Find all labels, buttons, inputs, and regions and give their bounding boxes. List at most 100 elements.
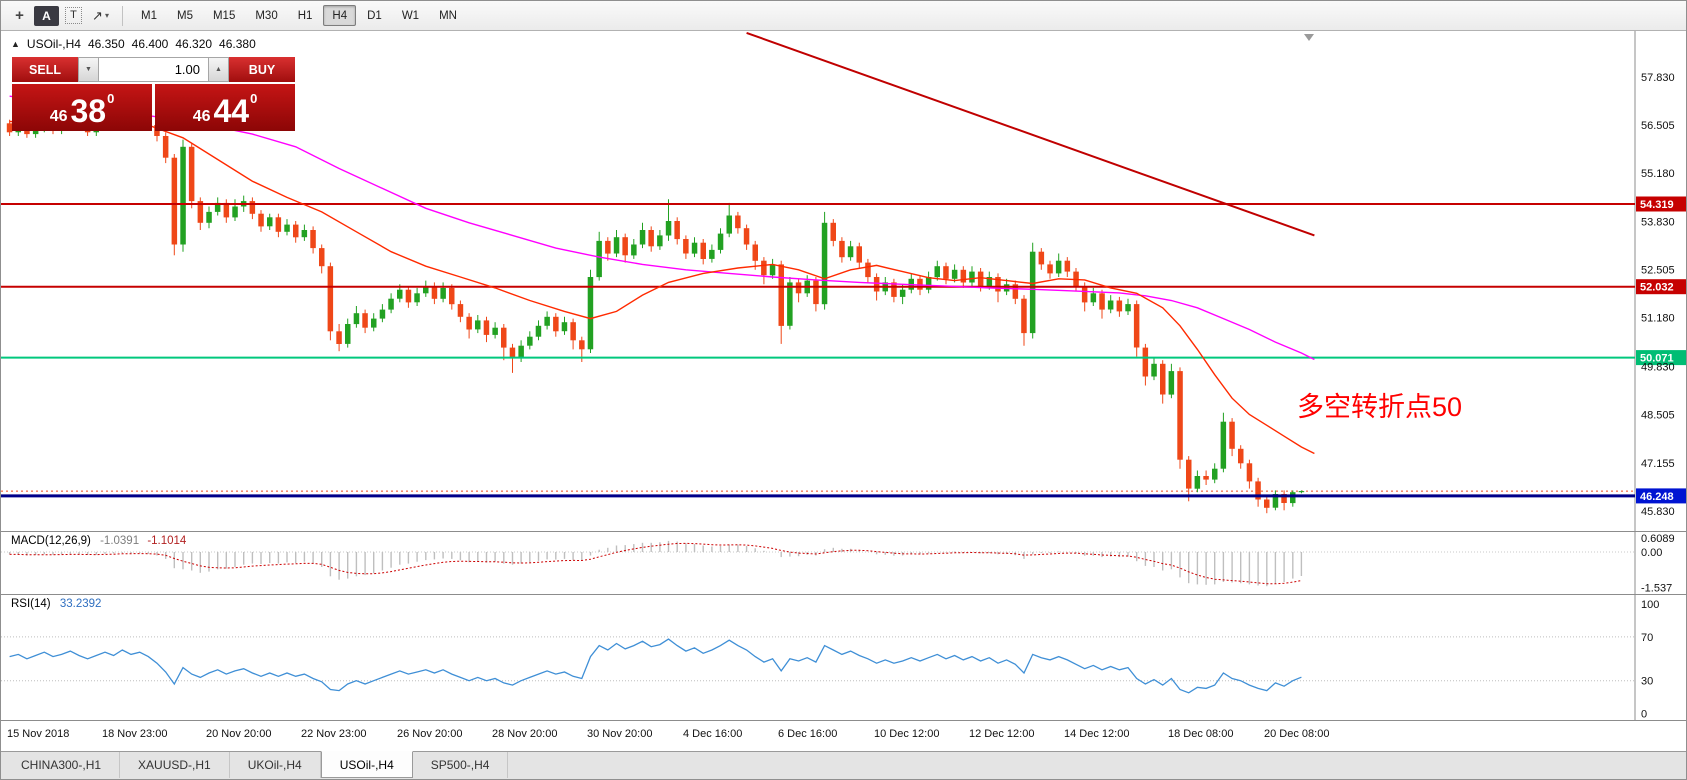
candle-body <box>501 327 507 348</box>
price-tag-50.071 <box>1636 350 1686 366</box>
candle-body <box>934 266 940 278</box>
chart-shift-marker-icon[interactable] <box>1304 34 1314 41</box>
candle-body <box>830 222 836 241</box>
ohlc-high: 46.400 <box>131 37 169 51</box>
candle-body <box>856 246 862 263</box>
candle-body <box>787 282 793 326</box>
time-axis-label: 4 Dec 16:00 <box>683 728 743 740</box>
candle-body <box>267 217 273 227</box>
candle-body <box>865 262 871 278</box>
candle-body <box>1081 286 1088 303</box>
candle-body <box>388 298 394 310</box>
buy-button[interactable]: BUY <box>229 57 295 82</box>
time-axis-label: 20 Dec 08:00 <box>1264 728 1330 740</box>
chart-header: ▲ USOil-,H4 46.350 46.400 46.320 46.380 <box>11 37 256 51</box>
rsi-indicator-name: RSI(14) <box>11 598 51 610</box>
candle-body <box>1238 448 1244 464</box>
candle-body <box>778 264 784 326</box>
candle-body <box>1168 371 1175 395</box>
timeframe-button-m15[interactable]: M15 <box>212 9 236 22</box>
chart-tab-usoil-h4[interactable]: USOil-,H4 <box>320 751 413 778</box>
macd-label: MACD(12,26,9) -1.0391 -1.1014 <box>11 535 186 547</box>
time-axis-label: 10 Dec 12:00 <box>874 728 940 740</box>
sell-price-big: 38 <box>70 92 107 129</box>
chart-tab-xauusd-h1[interactable]: XAUUSD-,H1 <box>120 752 230 778</box>
candle-body <box>509 347 516 359</box>
price-axis-label: 57.830 <box>1641 72 1675 84</box>
candle-body <box>379 309 386 319</box>
time-axis[interactable]: 15 Nov 2018 18 Nov 23:00 20 Nov 20:00 22 No… <box>1 720 1686 751</box>
timeframe-button-mn[interactable]: MN <box>439 9 457 22</box>
text-object-button[interactable]: T <box>61 5 86 27</box>
candle-body <box>1229 421 1235 449</box>
macd-main-value: -1.0391 <box>100 535 140 547</box>
candle-body <box>336 331 342 344</box>
sell-price-panel[interactable]: 46 38 0 <box>12 84 152 131</box>
candle-body <box>423 286 429 294</box>
candle-body <box>570 322 576 341</box>
arrow-objects-button[interactable]: ↗ ▾ <box>88 5 113 27</box>
trade-prices-row: 46 38 0 46 44 0 <box>12 84 295 131</box>
timeframe-button-m30[interactable]: M30 <box>255 9 278 22</box>
candle-body <box>674 221 680 240</box>
candle-body <box>1255 481 1261 500</box>
trendline[interactable] <box>746 31 1315 237</box>
candle-body <box>327 266 334 332</box>
candle-body <box>440 287 446 299</box>
crosshair-icon: + <box>15 7 24 24</box>
candle-body <box>986 277 993 286</box>
time-axis-label: 28 Nov 20:00 <box>492 728 558 740</box>
price-axis-label: 48.505 <box>1641 409 1675 421</box>
text-label-button[interactable]: A <box>34 5 59 26</box>
sell-button[interactable]: SELL <box>12 57 78 82</box>
candle-body <box>925 277 932 290</box>
candle-body <box>813 280 819 305</box>
candle-body <box>431 286 438 299</box>
chart-tab-china300-h1[interactable]: CHINA300-,H1 <box>3 752 121 778</box>
candle-body <box>622 237 628 256</box>
candle-body <box>301 230 308 238</box>
candle-body <box>995 277 1001 292</box>
timeframe-button-h4[interactable]: H4 <box>323 5 357 26</box>
candle-body <box>188 146 195 202</box>
macd-axis-label: -1.537 <box>1641 583 1672 595</box>
candle-body <box>371 318 377 328</box>
volume-decrease-button[interactable]: ▼ <box>78 57 99 82</box>
timeframe-button-d1[interactable]: D1 <box>367 9 382 22</box>
price-axis-label: 52.505 <box>1641 265 1675 277</box>
volume-increase-button[interactable]: ▲ <box>208 57 229 82</box>
candle-body <box>605 240 611 254</box>
rsi-axis-label: 70 <box>1641 632 1653 644</box>
one-click-trading-panel: SELL ▼ ▲ BUY 46 38 0 46 44 0 <box>12 57 295 131</box>
candle-body <box>761 260 767 276</box>
macd-axis-label: 0.6089 <box>1641 533 1675 545</box>
candle-body <box>700 242 706 259</box>
candle-body <box>1298 491 1305 493</box>
price-tag-54.319 <box>1636 196 1686 212</box>
timeframe-button-m1[interactable]: M1 <box>141 9 157 22</box>
timeframe-button-h1[interactable]: H1 <box>297 9 313 22</box>
price-tag-label: 46.248 <box>1640 491 1674 503</box>
candle-body <box>353 313 360 325</box>
buy-price-int: 46 <box>192 107 211 125</box>
candle-body <box>1151 363 1157 377</box>
volume-input[interactable] <box>99 57 208 82</box>
one-click-collapse-arrow[interactable]: ▲ <box>11 39 20 49</box>
candle-body <box>180 146 186 245</box>
timeframe-button-m5[interactable]: M5 <box>176 9 193 22</box>
ma-slow-line <box>9 95 1315 361</box>
buy-price-panel[interactable]: 46 44 0 <box>155 84 295 131</box>
chart-tab-ukoil-h4[interactable]: UKOil-,H4 <box>230 752 321 778</box>
candle-body <box>717 233 724 250</box>
crosshair-button[interactable]: + <box>7 5 32 27</box>
timeframe-button-w1[interactable]: W1 <box>401 9 420 22</box>
candle-body <box>258 213 264 227</box>
chart-tab-sp500-h4[interactable]: SP500-,H4 <box>413 752 509 778</box>
candle-body <box>162 136 169 158</box>
price-tag-label: 54.319 <box>1640 199 1674 211</box>
candle-body <box>206 211 212 223</box>
candle-body <box>1160 363 1166 395</box>
time-axis-label: 15 Nov 2018 <box>7 728 70 740</box>
